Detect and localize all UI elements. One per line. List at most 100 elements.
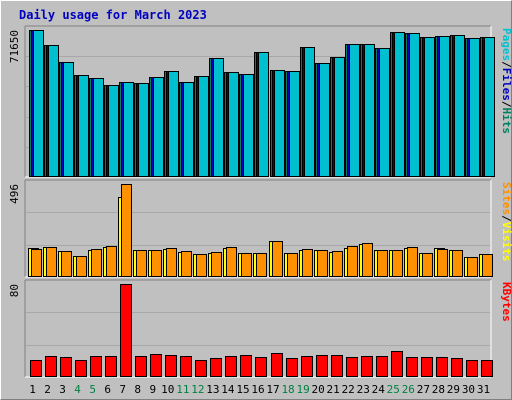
series-legend-label: KBytes <box>500 282 512 322</box>
bar-pages-day-10 <box>168 71 179 177</box>
bar-kbytes-day-8 <box>135 356 147 377</box>
bar-pages-day-13 <box>213 58 224 177</box>
bar-sites-day-3 <box>61 251 72 277</box>
bar-kbytes-day-16 <box>255 357 267 377</box>
legend-files: Files <box>500 68 512 101</box>
x-tick-label-day-7: 7 <box>119 383 126 396</box>
x-tick-label-day-31: 31 <box>477 383 490 396</box>
bar-kbytes-day-7 <box>120 284 132 377</box>
bar-sites-day-20 <box>317 250 328 277</box>
x-tick-label-day-14: 14 <box>221 383 235 396</box>
panel-kbytes: 80 KBytes <box>8 279 512 378</box>
bar-sites-day-17 <box>272 241 283 277</box>
x-tick-label-day-1: 1 <box>29 383 36 396</box>
bar-sites-day-29 <box>452 250 463 277</box>
bar-pages-day-25 <box>394 32 405 177</box>
bar-kbytes-day-4 <box>75 360 87 377</box>
bar-sites-day-9 <box>151 250 162 277</box>
bar-sites-day-23 <box>362 243 373 277</box>
x-tick-label-day-24: 24 <box>372 383 386 396</box>
bar-pages-day-14 <box>228 72 239 177</box>
bar-pages-day-8 <box>138 83 149 177</box>
bar-kbytes-day-14 <box>225 356 237 377</box>
bar-kbytes-day-9 <box>150 354 162 377</box>
legend-pages: Pages <box>500 28 512 61</box>
bar-sites-day-10 <box>166 248 177 277</box>
bar-kbytes-day-26 <box>406 357 418 377</box>
bar-pages-day-22 <box>349 44 360 177</box>
bar-sites-day-25 <box>392 250 403 277</box>
bar-sites-day-5 <box>91 249 102 277</box>
bar-sites-day-16 <box>256 253 267 277</box>
x-tick-label-day-23: 23 <box>357 383 370 396</box>
bar-kbytes-day-17 <box>271 353 283 377</box>
x-tick-label-day-27: 27 <box>417 383 430 396</box>
bar-sites-day-19 <box>302 249 313 277</box>
bar-sites-day-4 <box>76 256 87 277</box>
x-axis-tick-labels: 1 2 3 4 5 6 7 8 9 10 11 12 13 14 15 16 17 18 19 20 21 22 23 24 2… <box>29 383 490 396</box>
bar-pages-day-23 <box>364 44 375 177</box>
x-tick-label-day-4: 4 <box>74 383 81 396</box>
bar-kbytes-day-2 <box>45 356 57 377</box>
bar-pages-day-15 <box>243 74 254 177</box>
bar-pages-day-28 <box>439 36 450 177</box>
bar-sites-day-24 <box>377 250 388 277</box>
x-tick-label-day-2: 2 <box>44 383 51 396</box>
series-legend-label: Sites/Visits <box>500 182 512 262</box>
x-tick-label-day-6: 6 <box>104 383 111 396</box>
bar-sites-day-13 <box>211 252 222 277</box>
bar-sites-day-26 <box>407 247 418 277</box>
bar-sites-day-14 <box>226 247 237 277</box>
bar-pages-day-17 <box>274 70 285 177</box>
bar-kbytes-day-6 <box>105 356 117 377</box>
max-value-label: 71650 <box>8 30 21 63</box>
bar-sites-day-30 <box>467 257 478 277</box>
bar-kbytes-day-21 <box>331 355 343 377</box>
x-tick-label-day-12: 12 <box>191 383 204 396</box>
bar-kbytes-day-3 <box>60 357 72 377</box>
x-tick-label-day-10: 10 <box>161 383 174 396</box>
bar-kbytes-day-5 <box>90 356 102 377</box>
x-tick-label-day-26: 26 <box>402 383 415 396</box>
bar-kbytes-day-31 <box>481 360 493 377</box>
bar-kbytes-day-18 <box>286 358 298 377</box>
bar-sites-day-22 <box>347 246 358 277</box>
x-tick-label-day-20: 20 <box>312 383 325 396</box>
bar-kbytes-day-23 <box>361 356 373 377</box>
bar-pages-day-16 <box>258 52 269 177</box>
bar-kbytes-day-22 <box>346 357 358 377</box>
bar-sites-day-7 <box>121 184 132 277</box>
panel-hits_files_pages: 71650 Pages/Files/Hits <box>8 25 512 178</box>
x-tick-label-day-28: 28 <box>432 383 445 396</box>
x-tick-label-day-5: 5 <box>89 383 96 396</box>
x-tick-label-day-8: 8 <box>134 383 141 396</box>
bar-sites-day-2 <box>46 247 57 277</box>
bar-kbytes-day-13 <box>210 358 222 377</box>
bar-pages-day-6 <box>108 85 119 177</box>
bar-pages-day-5 <box>93 78 104 177</box>
bar-pages-day-27 <box>424 37 435 177</box>
x-tick-label-day-22: 22 <box>342 383 355 396</box>
x-tick-label-day-19: 19 <box>296 383 309 396</box>
bar-sites-day-1 <box>31 249 42 277</box>
bar-kbytes-day-11 <box>180 356 192 377</box>
bar-pages-day-9 <box>153 77 164 177</box>
bar-sites-day-21 <box>332 251 343 277</box>
bar-pages-day-3 <box>63 62 74 177</box>
bar-kbytes-day-15 <box>240 355 252 377</box>
legend-kbytes: KBytes <box>500 282 512 322</box>
bar-pages-day-29 <box>454 35 465 177</box>
bar-pages-day-21 <box>334 57 345 177</box>
bar-sites-day-6 <box>106 246 117 277</box>
x-tick-label-day-16: 16 <box>251 383 264 396</box>
x-tick-label-day-18: 18 <box>281 383 294 396</box>
bar-pages-day-26 <box>409 33 420 177</box>
bar-sites-day-28 <box>437 249 448 277</box>
bar-kbytes-day-10 <box>165 355 177 377</box>
bar-sites-day-8 <box>136 250 147 277</box>
bar-pages-day-2 <box>48 45 59 177</box>
bar-kbytes-day-1 <box>30 360 42 377</box>
bar-pages-day-1 <box>33 30 44 177</box>
series-pages <box>33 30 495 177</box>
bar-sites-day-18 <box>287 253 298 277</box>
